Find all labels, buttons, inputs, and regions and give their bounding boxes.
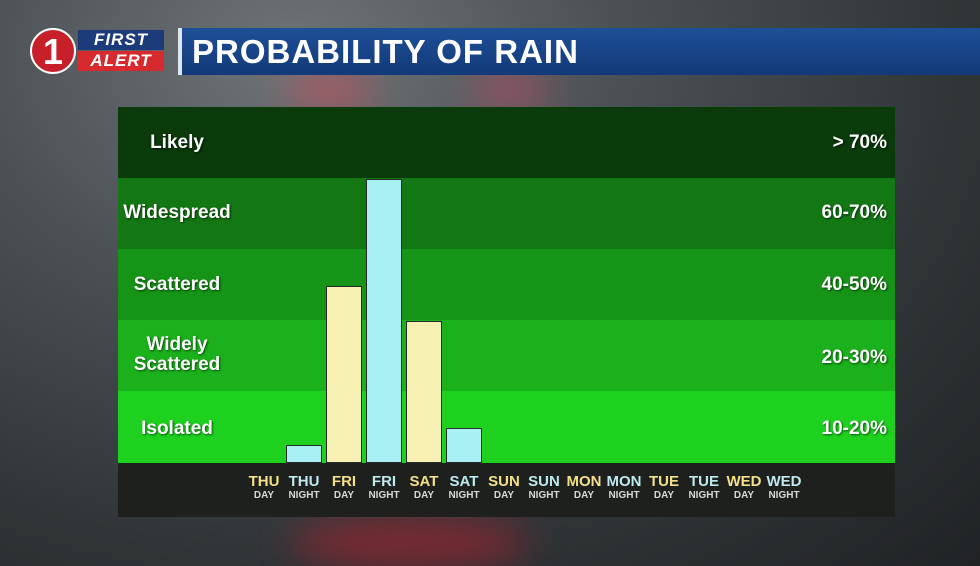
tick-period: DAY xyxy=(253,490,275,501)
band-label-likely: Likely xyxy=(150,132,204,153)
logo-number: 1 xyxy=(43,31,64,72)
tick-label-tue-night: TUE NIGHT xyxy=(684,473,724,502)
title-bar: PROBABILITY OF RAIN xyxy=(178,28,980,75)
band-widely-scattered: Widely Scattered 20-30% xyxy=(118,320,895,391)
tick-label-wed-night: WED NIGHT xyxy=(764,473,804,502)
tick-period: DAY xyxy=(733,490,755,501)
tick-period: NIGHT xyxy=(608,490,640,501)
tick-day: SUN xyxy=(488,473,520,490)
tick-label-tue-day: TUE DAY xyxy=(644,473,684,502)
tick-day: MON xyxy=(606,473,642,490)
logo-alert-text: ALERT xyxy=(78,51,164,71)
bar-thu-night xyxy=(286,445,322,463)
band-isolated: Isolated 10-20% xyxy=(118,391,895,463)
band-widespread: Widespread 60-70% xyxy=(118,178,895,249)
tick-period: NIGHT xyxy=(288,490,320,501)
bar-sat-night xyxy=(446,427,482,463)
tick-label-mon-night: MON NIGHT xyxy=(604,473,644,502)
background-light xyxy=(290,520,530,566)
bar-sat-day xyxy=(406,321,442,463)
tick-label-sat-day: SAT DAY xyxy=(404,473,444,502)
tick-label-sun-night: SUN NIGHT xyxy=(524,473,564,502)
band-likely: Likely > 70% xyxy=(118,107,895,178)
band-range-likely: > 70% xyxy=(832,132,887,153)
tick-period: DAY xyxy=(493,490,515,501)
bar-fri-night xyxy=(366,179,402,463)
tick-day: TUE xyxy=(689,473,719,490)
page-title: PROBABILITY OF RAIN xyxy=(192,33,579,70)
tick-label-fri-night: FRI NIGHT xyxy=(364,473,404,502)
band-range-scattered: 40-50% xyxy=(821,274,888,295)
tick-day: WED xyxy=(766,473,802,490)
rain-probability-chart: Likely > 70% Widespread 60-70% Scattered… xyxy=(118,107,895,517)
logo-first-text: FIRST xyxy=(78,30,164,50)
tick-day: TUE xyxy=(649,473,679,490)
tick-label-sun-day: SUN DAY xyxy=(484,473,524,502)
background-light xyxy=(285,70,375,110)
tick-period: NIGHT xyxy=(448,490,480,501)
tick-label-wed-day: WED DAY xyxy=(724,473,764,502)
tick-day: WED xyxy=(726,473,762,490)
band-label-isolated: Isolated xyxy=(141,418,213,439)
band-label-scattered: Scattered xyxy=(133,274,221,295)
tick-day: MON xyxy=(566,473,602,490)
tick-period: DAY xyxy=(573,490,595,501)
band-label-widely-scattered: Widely Scattered xyxy=(133,334,221,375)
band-label-widespread: Widespread xyxy=(123,202,231,223)
tick-day: SUN xyxy=(528,473,560,490)
band-range-isolated: 10-20% xyxy=(821,418,888,439)
tick-day: THU xyxy=(248,473,280,490)
tick-period: DAY xyxy=(413,490,435,501)
tick-day: FRI xyxy=(371,473,397,490)
tick-label-fri-day: FRI DAY xyxy=(324,473,364,502)
band-range-widespread: 60-70% xyxy=(821,202,888,223)
tick-label-thu-night: THU NIGHT xyxy=(284,473,324,502)
tick-period: NIGHT xyxy=(768,490,800,501)
tick-day: FRI xyxy=(331,473,357,490)
x-axis-strip: THU DAY THU NIGHT FRI DAY FRI NIGHT SAT DAY SAT NIG… xyxy=(118,463,895,517)
tick-period: NIGHT xyxy=(688,490,720,501)
tick-day: THU xyxy=(288,473,320,490)
tick-day: SAT xyxy=(449,473,479,490)
band-range-widely-scattered: 20-30% xyxy=(821,347,888,368)
tick-label-sat-night: SAT NIGHT xyxy=(444,473,484,502)
tick-period: NIGHT xyxy=(528,490,560,501)
tick-period: NIGHT xyxy=(368,490,400,501)
tick-day: SAT xyxy=(409,473,439,490)
tick-period: DAY xyxy=(333,490,355,501)
tick-label-thu-day: THU DAY xyxy=(244,473,284,502)
band-scattered: Scattered 40-50% xyxy=(118,249,895,320)
background-light xyxy=(470,70,550,110)
tick-label-mon-day: MON DAY xyxy=(564,473,604,502)
logo-circle: 1 xyxy=(30,28,76,74)
tick-period: DAY xyxy=(653,490,675,501)
bar-fri-day xyxy=(326,285,362,463)
station-logo: 1 FIRST ALERT xyxy=(30,28,165,76)
